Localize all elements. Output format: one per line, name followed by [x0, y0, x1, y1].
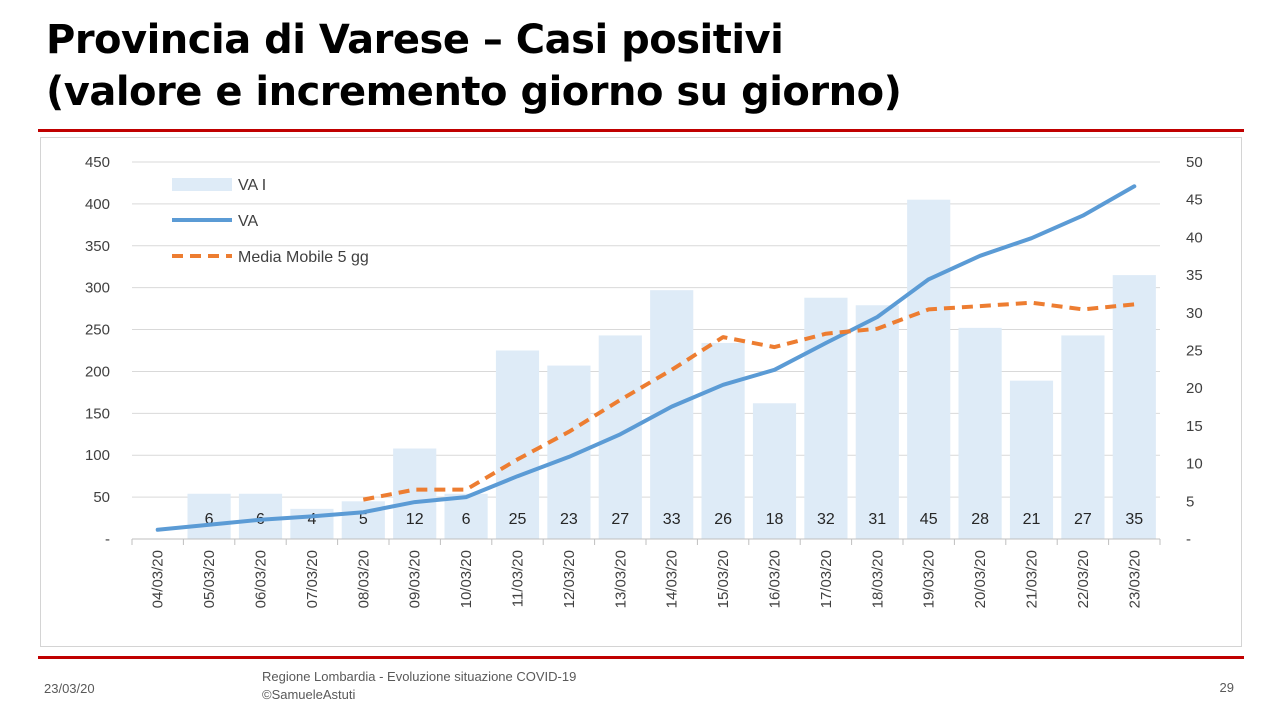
bar-data-label: 31	[868, 511, 886, 528]
x-tick-label: 05/03/20	[201, 550, 218, 608]
y-left-tick-label: -	[105, 531, 110, 548]
bar	[444, 493, 488, 539]
x-tick-label: 04/03/20	[150, 550, 167, 608]
x-tick-label: 19/03/20	[921, 550, 938, 608]
bar-data-label: 35	[1125, 511, 1143, 528]
bar-data-label: 21	[1023, 511, 1041, 528]
y-left-tick-label: 350	[85, 238, 110, 255]
y-right-tick-label: -	[1186, 531, 1191, 548]
y-left-tick-label: 450	[85, 154, 110, 171]
axes: 45040035030025020015010050-5045403530252…	[85, 154, 1203, 608]
x-tick-label: 22/03/20	[1075, 550, 1092, 608]
y-right-tick-label: 40	[1186, 229, 1203, 246]
y-left-tick-label: 200	[85, 363, 110, 380]
x-tick-label: 17/03/20	[818, 550, 835, 608]
x-tick-label: 18/03/20	[869, 550, 886, 608]
bar-data-label: 23	[560, 511, 578, 528]
bar	[701, 342, 745, 539]
y-left-tick-label: 300	[85, 280, 110, 297]
y-right-tick-label: 20	[1186, 380, 1203, 397]
bar-data-label: 12	[406, 511, 424, 528]
legend: VA I VA Media Mobile 5 gg	[172, 177, 369, 266]
bar-data-label: 6	[462, 511, 471, 528]
legend-label: VA	[238, 213, 258, 230]
bar-data-label: 6	[205, 511, 214, 528]
y-left-tick-label: 400	[85, 196, 110, 213]
grid-lines	[132, 161, 1160, 498]
y-right-tick-label: 50	[1186, 154, 1203, 171]
bar-data-labels: 6 6 4 5 12 6 25 23 27 33 26 18 32 31 45 28 21 27 35	[205, 511, 1144, 528]
y-right-tick-label: 25	[1186, 343, 1203, 360]
bar-series-va-i	[187, 199, 1156, 539]
line-series	[155, 184, 1137, 532]
bar-data-label: 5	[359, 511, 368, 528]
bar	[855, 305, 899, 539]
y-right-tick-label: 30	[1186, 305, 1203, 322]
y-right-tick-label: 15	[1186, 418, 1203, 435]
bar-data-label: 4	[307, 511, 316, 528]
x-tick-label: 07/03/20	[304, 550, 321, 608]
y-left-tick-label: 100	[85, 447, 110, 464]
bar-data-label: 33	[663, 511, 681, 528]
footer-source: Regione Lombardia - Evoluzione situazion…	[262, 668, 576, 704]
x-tick-label: 15/03/20	[715, 550, 732, 608]
bottom-divider	[38, 656, 1244, 659]
y-left-tick-label: 150	[85, 405, 110, 422]
bar-data-label: 18	[766, 511, 784, 528]
bar-data-label: 32	[817, 511, 835, 528]
x-tick-label: 10/03/20	[458, 550, 475, 608]
x-tick-label: 13/03/20	[612, 550, 629, 608]
y-left-tick-label: 250	[85, 322, 110, 339]
bar-data-label: 28	[971, 511, 989, 528]
legend-label: Media Mobile 5 gg	[238, 249, 369, 266]
x-tick-label: 11/03/20	[510, 550, 527, 607]
bar	[187, 493, 231, 539]
legend-swatch-va-i	[172, 178, 232, 191]
y-right-tick-label: 35	[1186, 267, 1203, 284]
line-media-mobile	[362, 300, 1135, 502]
bar-data-label: 27	[1074, 511, 1092, 528]
x-tick-label: 06/03/20	[253, 550, 270, 608]
bar-data-label: 26	[714, 511, 732, 528]
slide-title: Provincia di Varese – Casi positivi (val…	[46, 14, 902, 118]
bar	[752, 403, 797, 539]
x-tick-label: 23/03/20	[1126, 550, 1143, 608]
bar	[238, 493, 283, 539]
bar	[1061, 335, 1105, 539]
y-right-tick-label: 10	[1186, 456, 1203, 473]
bar	[495, 350, 540, 539]
y-right-tick-label: 45	[1186, 192, 1203, 209]
bar-data-label: 45	[920, 511, 938, 528]
x-tick-label: 09/03/20	[407, 550, 424, 608]
footer-date: 23/03/20	[44, 681, 95, 696]
slide-title-line1: Provincia di Varese – Casi positivi	[46, 17, 784, 63]
top-divider	[38, 129, 1244, 132]
page-number: 29	[1219, 680, 1234, 695]
bar	[958, 327, 1002, 539]
bar	[598, 335, 642, 539]
x-tick-label: 12/03/20	[561, 550, 578, 608]
bar	[1009, 380, 1054, 539]
footer-source-line1: Regione Lombardia - Evoluzione situazion…	[262, 669, 577, 684]
bar	[907, 199, 951, 539]
legend-label: VA I	[238, 177, 266, 194]
footer-source-line2: ©SamueleAstuti	[262, 687, 356, 702]
line-va	[155, 184, 1137, 532]
slide-title-line2: (valore e incremento giorno su giorno)	[46, 69, 902, 115]
x-tick-label: 21/03/20	[1024, 550, 1041, 608]
x-tick-label: 08/03/20	[355, 550, 372, 608]
y-left-tick-label: 50	[93, 489, 110, 506]
chart-frame	[40, 137, 1242, 647]
x-tick-label: 20/03/20	[972, 550, 989, 608]
y-right-tick-label: 5	[1186, 493, 1194, 510]
x-tick-label: 16/03/20	[767, 550, 784, 608]
combo-chart: 6 6 4 5 12 6 25 23 27 33 26 18 32 31 45 28 21 27 35 450400…	[85, 154, 1203, 608]
bar-data-label: 25	[509, 511, 527, 528]
x-tick-label: 14/03/20	[664, 550, 681, 608]
bar-data-label: 27	[611, 511, 629, 528]
bar	[1112, 275, 1156, 539]
